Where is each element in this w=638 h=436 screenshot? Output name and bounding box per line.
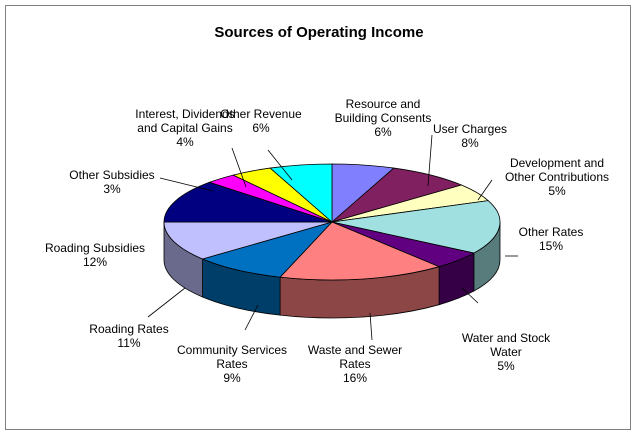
slice-label-text: Other Subsidies — [69, 168, 155, 182]
leader-line — [159, 177, 214, 192]
slice-label-text: and Capital Gains — [137, 121, 233, 135]
slice-label-text: Interest, Dividends — [135, 107, 235, 121]
slice-percent: 9% — [223, 371, 241, 385]
slice-label-text: Development and — [509, 156, 605, 170]
slice-label: Roading Subsidies 12% — [45, 241, 145, 269]
slice-label-text: Roading Subsidies — [44, 241, 146, 255]
slice-percent: 15% — [538, 239, 564, 253]
slice-label-text: Rates — [339, 357, 371, 371]
slice-percent: 6% — [252, 121, 270, 135]
pie-tops — [163, 163, 501, 281]
leader-line — [427, 134, 433, 187]
slice-percent: 5% — [548, 184, 566, 198]
slice-percent: 11% — [117, 336, 141, 350]
slice-label: Interest, Dividends and Capital Gains 4% — [135, 107, 234, 149]
slice-label-text: Other Contributions — [504, 170, 610, 184]
slice-label: Community Services Rates 9% — [177, 343, 287, 385]
slice-label-text: Waste and Sewer — [307, 343, 403, 357]
pie-slice — [269, 163, 333, 223]
slice-label: User Charges 8% — [433, 122, 507, 150]
slice-label-text: Building Consents — [334, 111, 432, 125]
slice-label-text: Water and Stock — [461, 331, 551, 345]
slice-label: Other Subsidies 3% — [69, 168, 154, 196]
slice-percent: 5% — [497, 359, 515, 373]
pie-slice — [201, 221, 334, 278]
pie-slice — [163, 181, 333, 223]
slice-percent: 6% — [374, 125, 392, 139]
leader-line — [147, 287, 186, 318]
leader-line — [369, 312, 373, 341]
chart-title: Sources of Operating Income — [214, 24, 424, 41]
slice-label-text: Resource and — [345, 97, 421, 111]
slice-label: Other Rates 15% — [519, 225, 584, 253]
slice-percent: 12% — [82, 255, 108, 269]
leader-line — [231, 147, 247, 188]
slice-label-text: Water — [490, 345, 522, 359]
slice-percent: 16% — [342, 371, 368, 385]
slice-label: Other Revenue 6% — [220, 107, 301, 135]
slice-label: Roading Rates 11% — [89, 322, 168, 350]
pie-slice — [163, 221, 333, 260]
pie-slice — [279, 221, 441, 281]
leader-line — [244, 304, 259, 331]
leader-line — [461, 287, 479, 304]
slice-label-text: Roading Rates — [89, 322, 169, 336]
leader-line — [267, 149, 293, 181]
slice-label: Development and Other Contributions 5% — [505, 156, 609, 198]
leader-line — [477, 179, 493, 201]
slice-label-text: Community Services — [176, 343, 288, 357]
slice-percent: 8% — [461, 136, 479, 150]
slice-percent: 3% — [103, 182, 121, 196]
slice-label-text: Other Rates — [518, 225, 584, 239]
slice-label-text: Other Revenue — [220, 107, 302, 121]
slice-label: Resource and Building Consents 6% — [335, 97, 432, 139]
slice-label: Waste and Sewer Rates 16% — [308, 343, 402, 385]
slice-percent: 4% — [176, 135, 194, 149]
leader-lines — [147, 134, 518, 341]
pie-slice — [331, 200, 501, 254]
slice-label-text: Rates — [216, 357, 248, 371]
slice-label-text: User Charges — [432, 122, 508, 136]
slice-label: Water and Stock Water 5% — [462, 331, 550, 373]
